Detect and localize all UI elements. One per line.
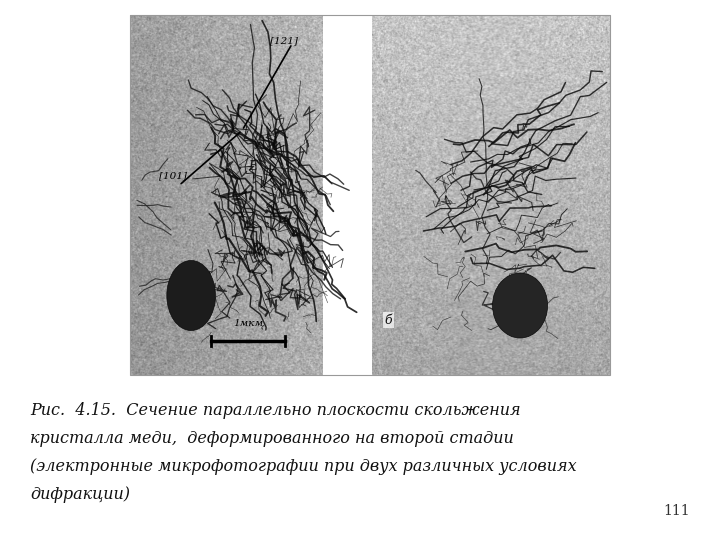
Text: E: E — [248, 160, 257, 173]
Text: [121]: [121] — [271, 37, 298, 45]
Text: дифракции): дифракции) — [30, 486, 130, 503]
Text: б: б — [384, 314, 392, 327]
Ellipse shape — [492, 273, 548, 338]
Text: E: E — [520, 123, 528, 133]
Text: 1мкм: 1мкм — [233, 320, 263, 328]
Text: 111: 111 — [663, 504, 690, 518]
Text: Рис.  4.15.  Сечение параллельно плоскости скольжения: Рис. 4.15. Сечение параллельно плоскости… — [30, 402, 521, 419]
Text: (электронные микрофотографии при двух различных условиях: (электронные микрофотографии при двух ра… — [30, 458, 577, 475]
Ellipse shape — [167, 260, 215, 330]
Text: [101]: [101] — [158, 172, 186, 180]
Text: кристалла меди,  деформированного на второй стадии: кристалла меди, деформированного на втор… — [30, 430, 514, 447]
